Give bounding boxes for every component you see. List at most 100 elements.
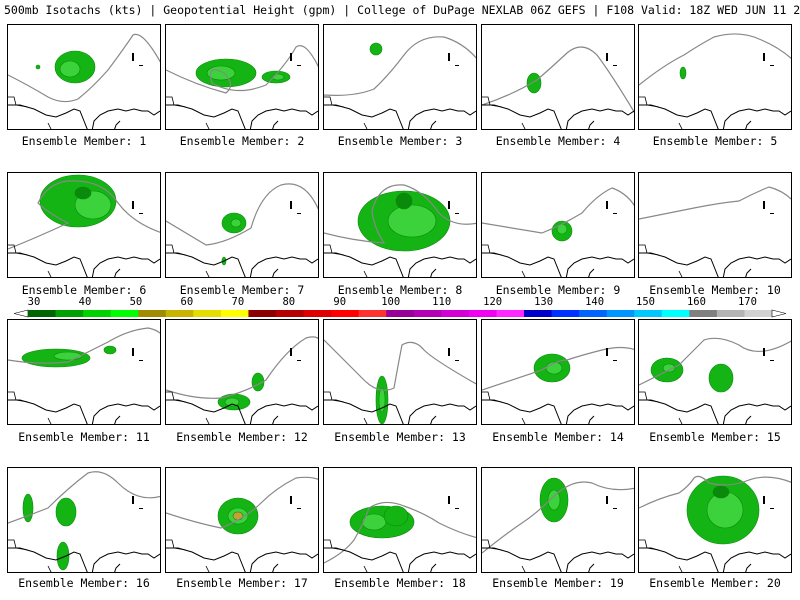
colorbar-tick-label: 170 [737,296,757,308]
colorbar-segment [331,310,360,317]
coastline [324,547,476,572]
wind-speed-area [230,218,242,228]
border-line [324,391,368,424]
member-map-graphic [639,186,791,277]
island [606,53,608,61]
colorbar-tick-label: 50 [129,296,143,308]
ensemble-member-label: Ensemble Member: 20 [649,576,781,590]
ensemble-member-label: Ensemble Member: 3 [337,134,463,148]
coastline [8,104,160,129]
colorbar-segment [248,310,277,317]
colorbar-segment [83,310,112,317]
coastline [8,399,160,424]
ensemble-member-map [638,172,792,278]
ensemble-member-label: Ensemble Member: 9 [495,283,621,297]
member-map-graphic [166,45,318,129]
island [613,65,617,66]
colorbar-segment [716,310,745,317]
wind-speed-area [662,363,676,373]
map-title: 500mb Isotachs (kts) | Geopotential Heig… [4,3,800,17]
coastline [8,547,160,572]
colorbar-tick-label: 120 [483,296,503,308]
height-contour-line [482,481,634,554]
border-line [482,539,526,572]
height-contour-line [166,45,318,94]
ensemble-member-map [323,24,477,130]
ensemble-member-map [638,319,792,425]
member-map-graphic [8,174,160,277]
colorbar-left-arrow [13,309,29,318]
coastline [482,547,634,572]
border-line [482,391,526,424]
island [132,496,134,504]
border-line [8,244,52,277]
colorbar-segment [303,310,332,317]
island [132,348,134,356]
island [770,213,774,214]
wind-speed-area [232,511,244,521]
coastline [324,104,476,129]
border-line [166,391,210,424]
wind-speed-area [378,387,386,413]
colorbar-segment [551,310,580,317]
wind-speed-area [35,64,41,70]
colorbar-tick-label: 140 [585,296,605,308]
height-contour-line [324,339,476,391]
island [606,496,608,504]
ensemble-member-map [323,172,477,278]
wind-speed-area [53,351,83,361]
ensemble-member-map [165,467,319,573]
colorbar-segment [110,310,139,317]
colorbar-tick-label: 30 [27,296,41,308]
island [132,201,134,209]
ensemble-member-map [7,467,161,573]
member-map-graphic [166,476,318,572]
border-line [639,391,683,424]
member-map-graphic [324,36,476,129]
height-contour-line [324,184,476,244]
ensemble-member-label: Ensemble Member: 13 [334,430,466,444]
wind-speed-area [224,397,240,407]
ensemble-member-label: Ensemble Member: 1 [21,134,147,148]
colorbar-segment [524,310,552,317]
height-contour-line [166,476,318,529]
ensemble-member-label: Ensemble Member: 12 [176,430,308,444]
height-contour-line [639,337,791,386]
island [132,53,134,61]
member-map-graphic [324,184,476,277]
island [139,360,143,361]
wind-speed-area [74,186,92,200]
island [763,201,765,209]
coastline [639,252,791,277]
island [613,508,617,509]
colorbar-segment [634,310,663,317]
member-map-graphic [639,33,791,129]
ensemble-member-label: Ensemble Member: 8 [337,283,463,297]
height-contour-line [166,183,318,246]
island [290,201,292,209]
height-contour-line [8,327,160,364]
ensemble-member-map [638,24,792,130]
island [770,360,774,361]
ensemble-member-label: Ensemble Member: 10 [649,283,781,297]
coastline [639,399,791,424]
member-map-graphic [639,337,791,424]
colorbar-segment [579,310,608,317]
coastline [482,252,634,277]
island [455,508,459,509]
coastline [482,104,634,129]
ensemble-member-map [323,319,477,425]
member-map-graphic [324,339,476,424]
wind-speed-area [55,497,77,527]
ensemble-member-map [481,319,635,425]
ensemble-member-map [323,467,477,573]
island [290,348,292,356]
height-contour-line [324,36,476,96]
island [763,53,765,61]
wind-speed-area [526,72,542,94]
wind-speed-area [395,192,413,210]
wind-speed-area [679,66,687,80]
colorbar-segment [496,310,525,317]
coastline [324,399,476,424]
colorbar-graphic [13,309,787,318]
